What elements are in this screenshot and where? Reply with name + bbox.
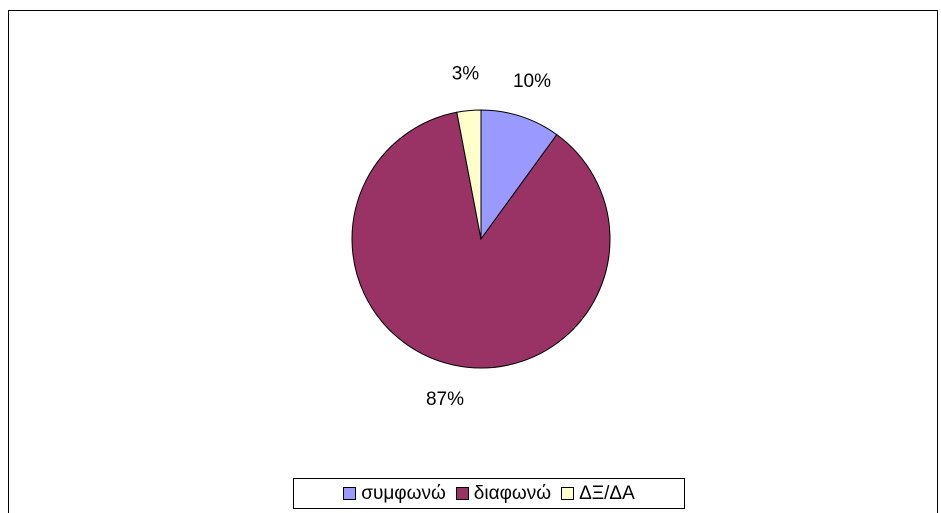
legend-item: ΔΞ/ΔΑ bbox=[561, 483, 635, 505]
pie-slice bbox=[480, 109, 558, 241]
pie-slice bbox=[456, 109, 482, 240]
legend-label: διαφωνώ bbox=[473, 482, 552, 504]
data-label: 3% bbox=[452, 64, 480, 85]
legend-swatch bbox=[561, 487, 575, 500]
legend-label: ΔΞ/ΔΑ bbox=[579, 482, 635, 504]
data-label: 87% bbox=[426, 389, 464, 410]
legend-label: συμφωνώ bbox=[361, 482, 446, 504]
legend-swatch bbox=[455, 487, 469, 500]
chart-frame bbox=[8, 10, 938, 513]
data-label: 10% bbox=[513, 71, 551, 92]
legend-item: διαφωνώ bbox=[455, 482, 552, 505]
pie-slice bbox=[351, 111, 611, 369]
legend-item: συμφωνώ bbox=[343, 483, 446, 505]
legend-swatch bbox=[343, 487, 357, 500]
legend: συμφωνώ διαφωνώ ΔΞ/ΔΑ bbox=[293, 478, 685, 509]
